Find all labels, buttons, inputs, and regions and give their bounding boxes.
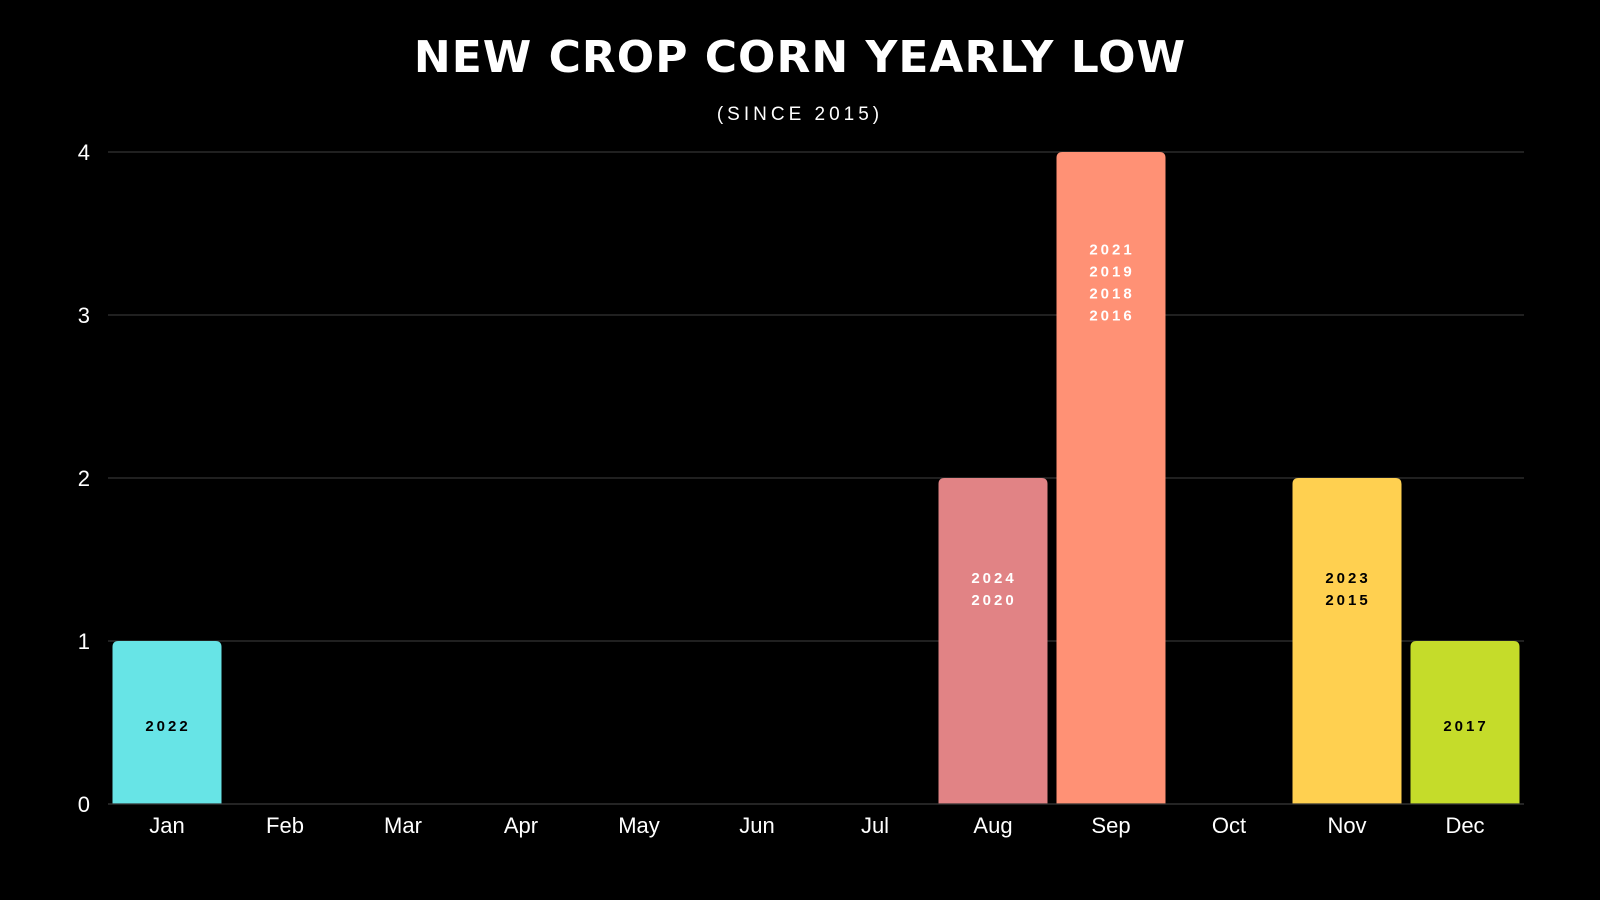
x-tick-label: Mar — [384, 813, 422, 838]
bar-year-label: 2019 — [1089, 263, 1134, 280]
y-tick-label: 0 — [78, 792, 90, 817]
x-tick-label: Jun — [739, 813, 774, 838]
x-tick-label: Dec — [1445, 813, 1484, 838]
bar-nov — [1292, 478, 1402, 804]
bar-jan — [112, 641, 222, 804]
x-tick-label: Nov — [1327, 813, 1366, 838]
bar-sep — [1056, 152, 1166, 804]
x-tick-label: Aug — [973, 813, 1012, 838]
x-tick-label: Sep — [1091, 813, 1130, 838]
bar-year-label: 2024 — [971, 570, 1016, 587]
bar-year-label: 2016 — [1089, 307, 1134, 324]
bar-year-label: 2015 — [1325, 592, 1370, 609]
x-tick-label: Feb — [266, 813, 304, 838]
bar-year-label: 2017 — [1443, 718, 1488, 735]
chart-subtitle: (SINCE 2015) — [716, 104, 884, 125]
x-tick-label: Jan — [149, 813, 184, 838]
y-tick-label: 3 — [78, 303, 90, 328]
x-tick-label: Jul — [861, 813, 889, 838]
y-tick-label: 2 — [78, 466, 90, 491]
x-tick-label: Oct — [1212, 813, 1246, 838]
bar-year-label: 2022 — [145, 718, 190, 735]
y-tick-label: 1 — [78, 629, 90, 654]
bar-year-label: 2020 — [971, 592, 1016, 609]
bar-dec — [1410, 641, 1520, 804]
bar-year-label: 2018 — [1089, 285, 1134, 302]
chart-title: NEW CROP CORN YEARLY LOW — [413, 32, 1187, 83]
y-tick-label: 4 — [78, 140, 90, 165]
x-tick-label: Apr — [504, 813, 538, 838]
x-tick-label: May — [618, 813, 660, 838]
bar-year-label: 2021 — [1089, 241, 1134, 258]
bar-aug — [938, 478, 1048, 804]
bar-year-label: 2023 — [1325, 570, 1370, 587]
